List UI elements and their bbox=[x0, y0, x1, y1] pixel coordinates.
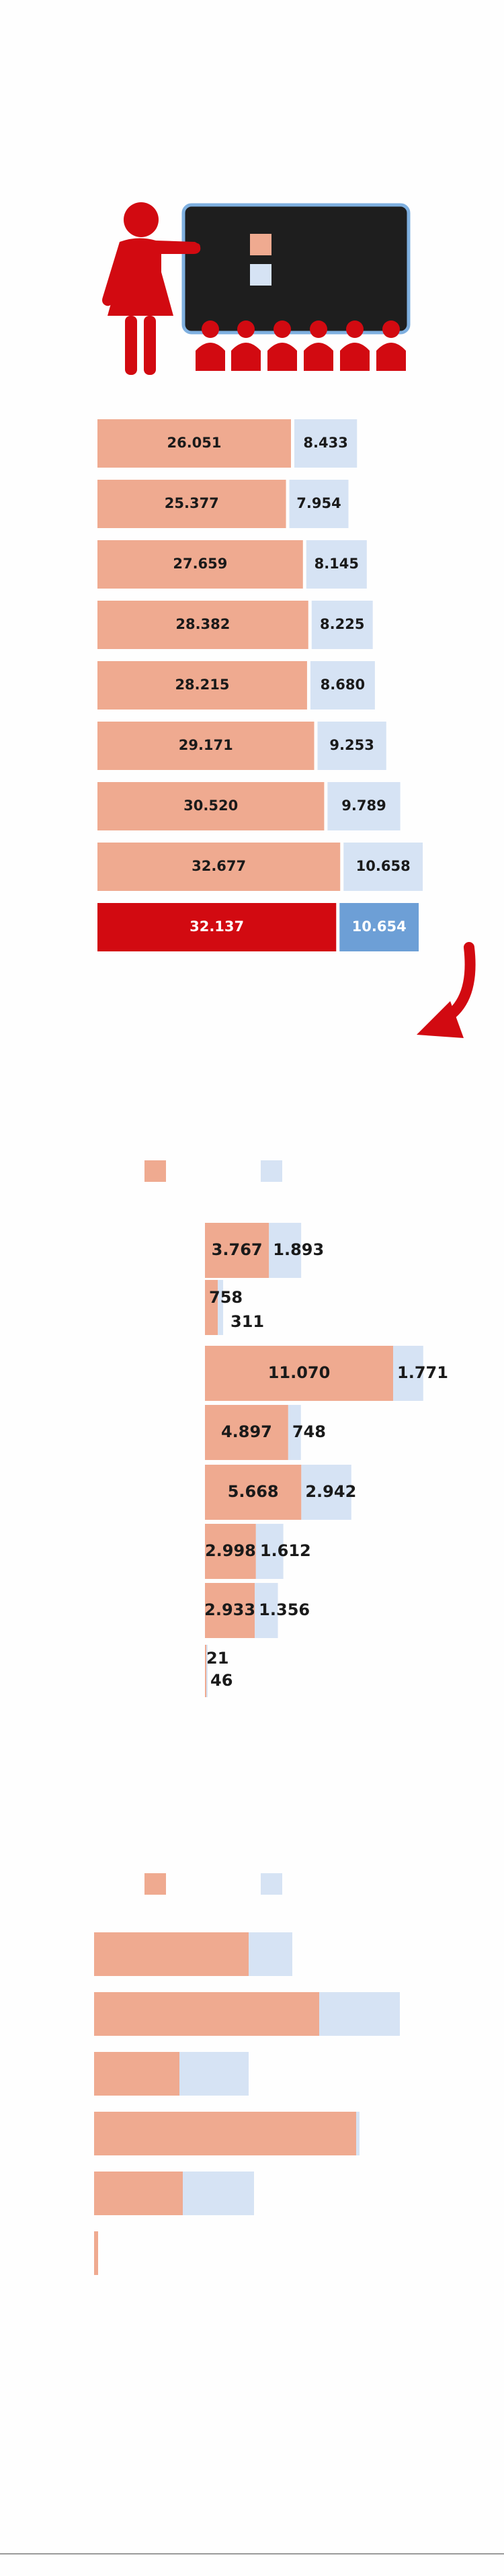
curved-arrow-down-icon bbox=[417, 942, 476, 1038]
teacher-head bbox=[124, 202, 159, 237]
bar-segment-primary bbox=[97, 661, 307, 710]
bar-segment-primary bbox=[205, 1465, 302, 1520]
value-label-secondary: 8.680 bbox=[321, 677, 365, 693]
value-label-primary: 32.137 bbox=[190, 918, 244, 935]
teacher-leg-left bbox=[125, 316, 137, 375]
bar-segment-primary bbox=[97, 843, 341, 891]
value-label-primary: 21 bbox=[206, 1649, 228, 1668]
legend-swatch-primary bbox=[144, 1873, 166, 1895]
value-label-primary: 28.382 bbox=[175, 616, 230, 632]
teacher-leg-right bbox=[144, 316, 156, 375]
bar-segment-primary bbox=[97, 782, 325, 830]
board-square-blue bbox=[250, 264, 271, 286]
value-label-secondary: 8.145 bbox=[314, 556, 359, 572]
legend-swatch-secondary bbox=[261, 1873, 282, 1895]
value-label-secondary: 311 bbox=[230, 1312, 264, 1331]
value-label-secondary: 1.356 bbox=[259, 1600, 310, 1619]
bar-segment-primary bbox=[97, 601, 308, 649]
value-label-primary: 29.171 bbox=[179, 737, 233, 753]
bar-segment-secondary bbox=[183, 2172, 254, 2215]
chart-3-stacked-bars bbox=[94, 1873, 400, 2275]
value-label-secondary: 1.612 bbox=[260, 1541, 311, 1560]
bar-segment-primary bbox=[97, 419, 291, 468]
value-label-primary: 32.677 bbox=[192, 858, 246, 874]
chart-1-stacked-bars: 26.051 8.433 25.377 7.954 27.659 8.145 28.382 8… bbox=[97, 419, 423, 951]
bar-segment-primary bbox=[205, 1524, 256, 1579]
bar-segment-secondary bbox=[393, 1346, 423, 1401]
bar-segment-primary bbox=[94, 1932, 249, 1976]
bar-segment-primary bbox=[205, 1405, 288, 1460]
board bbox=[181, 203, 411, 335]
value-label-primary: 25.377 bbox=[165, 495, 219, 511]
value-label-secondary: 748 bbox=[292, 1422, 326, 1441]
bar-segment-secondary bbox=[301, 1465, 351, 1520]
bar-segment-secondary bbox=[218, 1280, 224, 1335]
value-label-secondary: 7.954 bbox=[296, 495, 341, 511]
value-label-primary: 11.070 bbox=[268, 1363, 331, 1382]
bar-segment-secondary bbox=[269, 1223, 302, 1278]
value-label-primary: 2.933 bbox=[204, 1600, 255, 1619]
value-label-secondary: 46 bbox=[210, 1671, 233, 1690]
value-label-primary: 2.998 bbox=[205, 1541, 256, 1560]
bar-segment-secondary bbox=[255, 1583, 278, 1638]
value-label-primary: 28.215 bbox=[175, 677, 229, 693]
value-label-primary: 4.897 bbox=[221, 1422, 272, 1441]
bar-segment-primary bbox=[97, 722, 314, 770]
value-label-secondary: 8.433 bbox=[303, 435, 347, 451]
bar-segment-secondary bbox=[356, 2112, 360, 2155]
bar-segment-secondary bbox=[317, 722, 386, 770]
legend-swatch-primary bbox=[144, 1160, 166, 1182]
students-row bbox=[196, 320, 406, 371]
bar-segment-primary bbox=[97, 540, 303, 589]
teacher-body bbox=[102, 238, 201, 316]
bar-segment-secondary bbox=[310, 661, 375, 710]
bar-segment-secondary bbox=[255, 1524, 284, 1579]
bar-segment-primary bbox=[94, 2231, 98, 2275]
bar-segment-primary bbox=[205, 1346, 393, 1401]
bar-segment-primary bbox=[94, 2112, 356, 2155]
value-label-secondary: 10.658 bbox=[356, 858, 411, 874]
value-label-primary: 758 bbox=[209, 1288, 243, 1307]
bar-segment-secondary bbox=[306, 540, 367, 589]
pointer-hand bbox=[190, 243, 200, 253]
value-label-secondary: 1.771 bbox=[397, 1363, 448, 1382]
bar-segment-secondary bbox=[327, 782, 401, 830]
chart-2-stacked-bars: 3.767 1.893 758 311 11.070 1.771 4.897 748 5.668… bbox=[144, 1160, 448, 1697]
bar-segment-secondary bbox=[206, 1645, 208, 1697]
bar-segment-secondary bbox=[288, 1405, 301, 1460]
value-label-secondary: 8.225 bbox=[320, 616, 364, 632]
bar-segment-secondary bbox=[289, 480, 349, 528]
teacher-at-board-icon bbox=[102, 202, 411, 375]
bar-segment-primary bbox=[97, 480, 286, 528]
value-label-secondary: 10.654 bbox=[352, 918, 407, 935]
value-label-primary: 27.659 bbox=[173, 556, 227, 572]
bar-segment-primary bbox=[205, 1583, 255, 1638]
bar-segment-secondary bbox=[339, 903, 419, 951]
value-label-primary: 3.767 bbox=[212, 1240, 263, 1259]
bar-segment-secondary bbox=[319, 1992, 400, 2036]
value-label-primary: 26.051 bbox=[167, 435, 221, 451]
bar-segment-primary bbox=[205, 1645, 206, 1697]
bar-segment-secondary bbox=[179, 2052, 249, 2096]
board-square-orange bbox=[250, 234, 271, 255]
bar-segment-primary bbox=[205, 1280, 218, 1335]
value-label-primary: 5.668 bbox=[228, 1482, 279, 1501]
bar-segment-secondary bbox=[343, 843, 423, 891]
bar-segment-primary bbox=[94, 2172, 183, 2215]
value-label-secondary: 2.942 bbox=[305, 1482, 356, 1501]
value-label-secondary: 1.893 bbox=[273, 1240, 324, 1259]
bar-segment-primary bbox=[94, 1992, 319, 2036]
value-label-secondary: 9.253 bbox=[329, 737, 374, 753]
bar-segment-primary bbox=[205, 1223, 269, 1278]
bar-segment-secondary bbox=[249, 1932, 292, 1976]
legend-swatch-secondary bbox=[261, 1160, 282, 1182]
bar-segment-primary bbox=[94, 2052, 179, 2096]
bottom-divider bbox=[0, 2553, 504, 2554]
bar-segment-primary bbox=[97, 903, 337, 951]
value-label-secondary: 9.789 bbox=[341, 798, 386, 814]
bar-segment-secondary bbox=[311, 601, 373, 649]
bar-segment-secondary bbox=[294, 419, 358, 468]
value-label-primary: 30.520 bbox=[183, 798, 238, 814]
